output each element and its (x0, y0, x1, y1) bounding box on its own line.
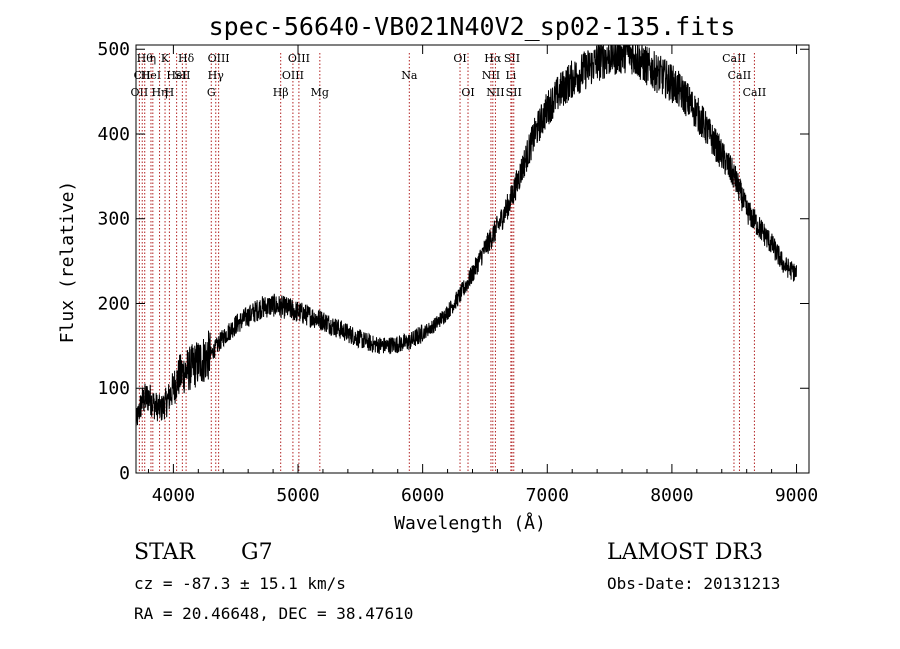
line-marker-label: CII (134, 69, 151, 82)
line-marker-label: OII (131, 86, 149, 99)
line-marker-label: OI (461, 86, 474, 99)
line-marker-label: H (165, 86, 175, 99)
line-marker-label: K (161, 52, 170, 65)
chart-title: spec-56640-VB021N40V2_sp02-135.fits (209, 12, 736, 41)
line-markers: OIICIIHθHeIηHηKHHeISIIHδGHγOIIIHβOIIIOII… (131, 52, 767, 473)
line-marker-label: CaII (728, 69, 752, 82)
x-tick-label: 4000 (152, 485, 195, 506)
line-marker-label: OIII (288, 52, 310, 65)
line-marker-label: HeI (141, 69, 161, 82)
line-marker-label: HeI (166, 69, 186, 82)
line-marker-label: Hα (484, 52, 502, 65)
line-marker-label: Na (401, 69, 418, 82)
y-tick-label: 200 (97, 293, 130, 314)
line-marker-label: G (207, 86, 216, 99)
y-tick-label: 100 (97, 378, 130, 399)
line-marker-label: Hη (151, 86, 167, 99)
line-marker-label: NII (486, 86, 504, 99)
line-marker-label: Li (505, 69, 516, 82)
redshift-velocity: cz = -87.3 ± 15.1 km/s (134, 574, 346, 593)
x-tick-label: 7000 (526, 485, 569, 506)
y-tick-label: 500 (97, 39, 130, 60)
line-marker-label: CaII (722, 52, 746, 65)
line-marker-label: SII (506, 86, 522, 99)
x-tick-label: 6000 (401, 485, 444, 506)
survey-name: LAMOST DR3 (607, 540, 763, 565)
line-marker-label: OI (453, 52, 466, 65)
line-marker-label: Hδ (178, 52, 195, 65)
line-marker-label: Mg (311, 86, 329, 99)
object-subclass: G7 (241, 540, 273, 565)
y-tick-label: 300 (97, 209, 130, 230)
x-axis: 4000 5000 6000 7000 8000 9000 (147, 45, 818, 506)
line-marker-label: OIII (208, 52, 230, 65)
y-tick-label: 0 (119, 463, 130, 484)
line-marker-label: Hθ (137, 52, 154, 65)
y-tick-label: 400 (97, 124, 130, 145)
y-axis-label: Flux (relative) (57, 181, 78, 344)
coordinates: RA = 20.46648, DEC = 38.47610 (134, 604, 414, 623)
line-marker-label: CaII (743, 86, 767, 99)
observation-date: Obs-Date: 20131213 (607, 574, 781, 593)
line-marker-label: SII (504, 52, 520, 65)
flux-series-line (135, 44, 797, 426)
object-class: STAR (134, 540, 195, 565)
line-marker-label: Hβ (273, 86, 289, 99)
x-tick-label: 8000 (650, 485, 693, 506)
x-tick-label: 5000 (276, 485, 319, 506)
line-marker-label: η (150, 52, 157, 65)
line-marker-label: SII (174, 69, 190, 82)
y-axis: 0 100 200 300 400 500 (97, 39, 809, 484)
x-tick-label: 9000 (775, 485, 818, 506)
x-axis-label: Wavelength (Å) (394, 512, 546, 534)
line-marker-label: Hγ (208, 69, 225, 82)
line-marker-label: NII (482, 69, 500, 82)
plot-frame (135, 44, 810, 474)
line-marker-label: OIII (282, 69, 304, 82)
